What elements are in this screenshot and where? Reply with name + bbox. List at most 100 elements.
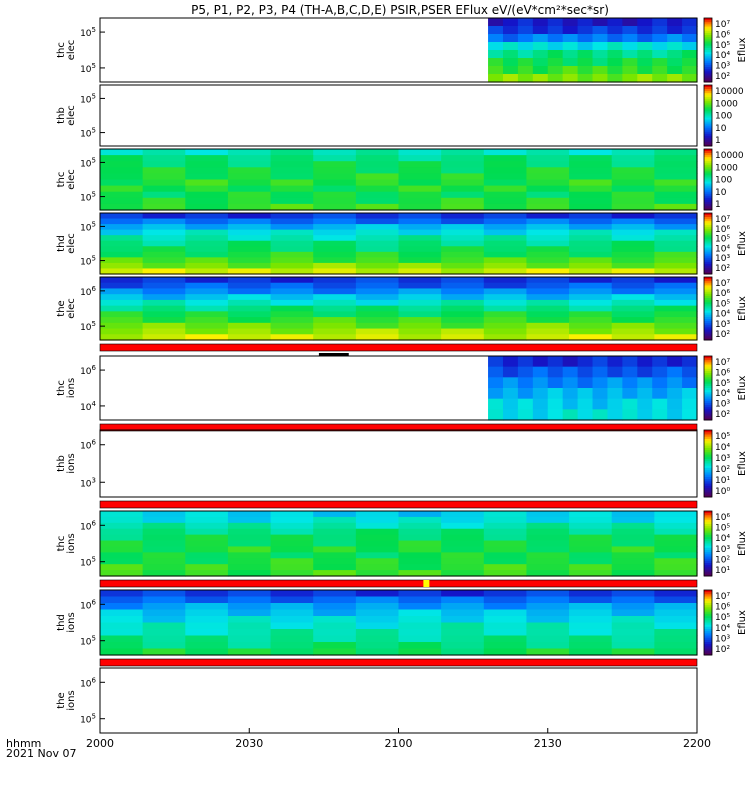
colorbar-swatch — [704, 73, 712, 77]
spectrogram-cell — [227, 218, 272, 225]
spectrogram-cell — [483, 546, 528, 553]
spectrogram-cell — [526, 609, 570, 617]
spectrogram-cell — [100, 149, 144, 156]
colorbar-swatch — [704, 47, 712, 51]
spectrogram-cell — [185, 317, 229, 324]
colorbar-swatch — [704, 298, 712, 301]
spectrogram-cell — [577, 26, 594, 35]
spectrogram-cell — [227, 534, 272, 542]
colorbar-swatch — [704, 360, 712, 363]
colorbar-swatch — [704, 456, 712, 460]
spectrogram-cell — [398, 522, 442, 530]
colorbar-swatch — [704, 646, 712, 649]
spectrogram-cell — [142, 311, 186, 318]
spectrogram-cell — [569, 522, 613, 530]
colorbar-swatch — [704, 629, 712, 632]
spectrogram-cell — [517, 18, 534, 27]
spectrogram-cell — [142, 191, 186, 199]
panel-label-species: ions — [66, 453, 77, 473]
spectrogram-cell — [398, 552, 442, 559]
spectrogram-cell — [100, 642, 144, 650]
spectrogram-cell — [562, 58, 579, 67]
spectrogram-cell — [227, 317, 272, 324]
spectrogram-cell — [270, 179, 314, 187]
spectrogram-cell — [398, 311, 442, 318]
spectrogram-cell — [270, 609, 314, 617]
colorbar-swatch — [704, 607, 712, 610]
flag-marker — [423, 580, 430, 587]
spectrogram-cell — [100, 224, 144, 231]
spectrogram-cell — [355, 185, 400, 193]
spectrogram-cell — [592, 398, 609, 410]
spectrogram-cell — [142, 173, 186, 181]
spectrogram-cell — [682, 356, 698, 368]
spectrogram-cell — [569, 635, 613, 643]
colorbar-swatch — [704, 289, 712, 293]
spectrogram-cell — [313, 546, 357, 553]
colorbar-swatch — [704, 323, 712, 326]
spectrogram-cell — [142, 317, 186, 324]
spectrogram-cell — [569, 622, 613, 630]
spectrogram-cell — [517, 366, 534, 378]
spectrogram-cell — [569, 161, 613, 168]
spectrogram-cell — [313, 149, 357, 156]
colorbar-swatch — [704, 131, 712, 135]
spectrogram-cell — [441, 528, 485, 536]
colorbar-swatch — [704, 123, 712, 127]
spectrogram-cell — [483, 173, 528, 181]
spectrogram-cell — [682, 50, 698, 59]
spectrogram-cell — [100, 528, 144, 536]
panel-frame — [99, 276, 698, 341]
colorbar-tick-label: 10⁴ — [715, 51, 730, 61]
spectrogram-cell — [611, 191, 655, 199]
colorbar-swatch — [704, 125, 712, 129]
colorbar-swatch — [704, 467, 712, 471]
panel-frame — [99, 429, 698, 498]
colorbar-swatch — [704, 573, 712, 577]
spectrogram-cell — [569, 596, 613, 604]
spectrogram-cell — [142, 149, 186, 156]
colorbar-swatch — [704, 227, 712, 230]
colorbar-swatch — [704, 155, 712, 158]
colorbar-swatch — [704, 463, 712, 467]
spectrogram-cell — [526, 629, 570, 637]
colorbar-swatch — [704, 392, 712, 395]
spectrogram-cell — [483, 240, 528, 247]
spectrogram-cell — [100, 229, 144, 236]
colorbar-swatch — [704, 432, 712, 435]
spectrogram-cell — [526, 590, 570, 598]
spectrogram-cell — [577, 398, 594, 410]
colorbar-tick-label: 1000 — [715, 163, 738, 173]
spectrogram-cell — [517, 58, 534, 67]
spectrogram-cell — [488, 66, 504, 75]
spectrogram-cell — [488, 18, 504, 27]
y-tick-label: 106 — [80, 676, 96, 689]
spectrogram-cell — [637, 50, 653, 59]
colorbar-swatch — [704, 308, 712, 312]
colorbar-swatch — [704, 558, 712, 562]
spectrogram-cell — [611, 268, 655, 275]
colorbar-swatch — [704, 304, 712, 307]
spectrogram-cell — [227, 642, 272, 650]
spectrogram-cell — [654, 635, 698, 643]
spectrogram-cell — [313, 305, 357, 312]
spectrogram-cell — [142, 546, 186, 553]
spectrogram-cell — [526, 334, 570, 341]
colorbar-swatch — [704, 624, 712, 628]
spectrogram-cell — [355, 564, 400, 571]
colorbar-swatch — [704, 620, 712, 623]
spectrogram-cell — [667, 398, 683, 410]
colorbar-swatch — [704, 560, 712, 564]
colorbar-swatch — [704, 103, 712, 106]
spectrogram-cell — [355, 642, 400, 650]
spectrogram-cell — [355, 534, 400, 542]
y-tick-label: 105 — [80, 320, 96, 333]
spectrogram-cell — [270, 546, 314, 553]
colorbar-swatch — [704, 515, 712, 518]
spectrogram-cell — [577, 366, 594, 378]
spectrogram-cell — [185, 155, 229, 162]
colorbar-tick-label: 10 — [715, 188, 727, 198]
spectrogram-cell — [488, 58, 504, 67]
colorbar-swatch — [704, 356, 712, 359]
